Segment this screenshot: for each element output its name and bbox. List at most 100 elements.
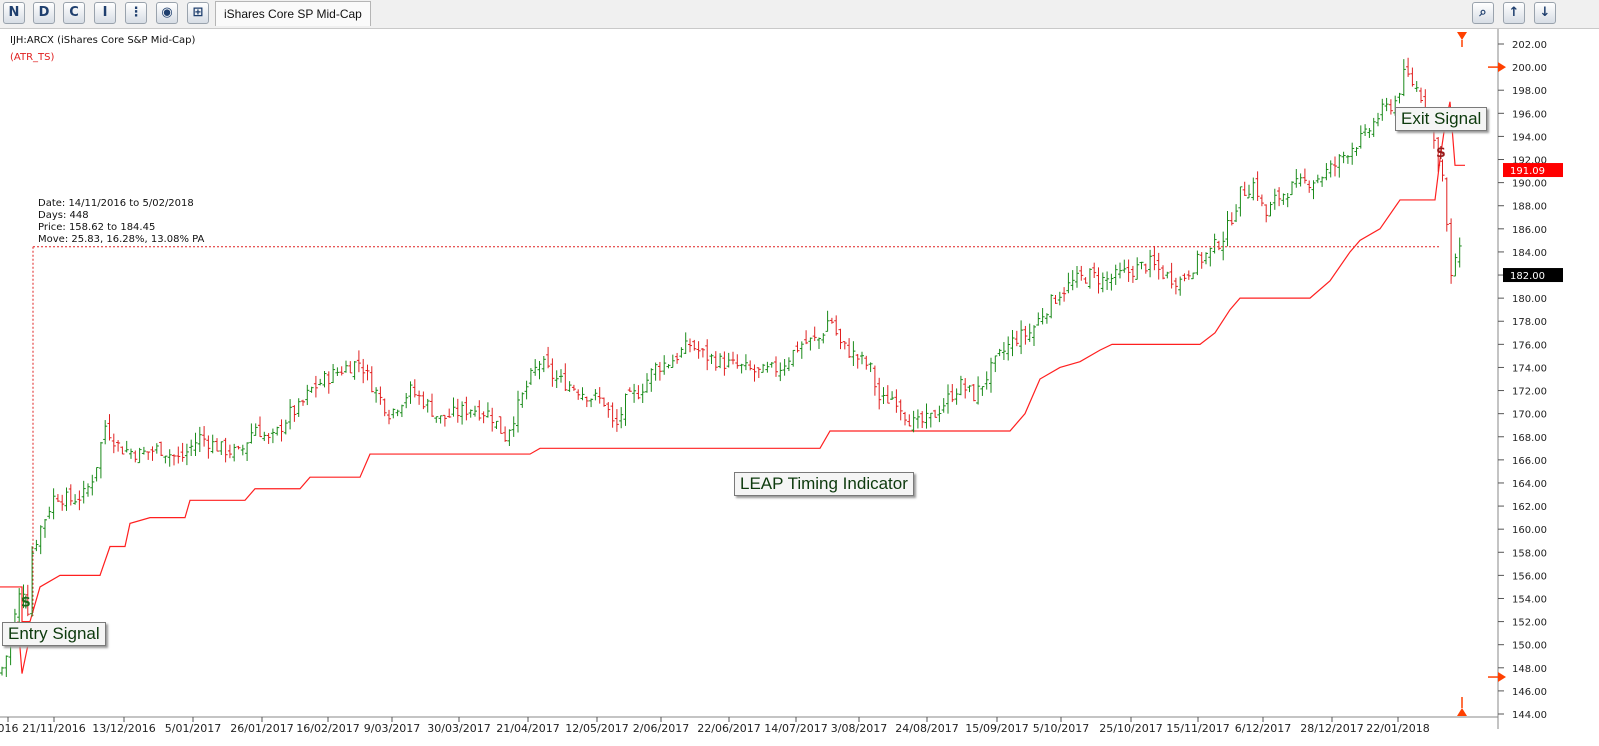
- price-bar: [915, 409, 920, 429]
- price-bar: [597, 387, 602, 404]
- price-bar: [559, 369, 563, 383]
- scroll-down-button[interactable]: ↓: [1534, 2, 1556, 24]
- price-bar: [1255, 171, 1260, 201]
- price-bar: [111, 433, 116, 454]
- x-tick-label: 25/10/2017: [1099, 722, 1162, 735]
- price-bar: [705, 339, 710, 371]
- price-bar: [636, 385, 641, 400]
- y-axis: 144.00 146.00 148.00 150.00 152.00 154.00 156.…: [1497, 29, 1563, 729]
- price-bar: [464, 396, 469, 421]
- entry-signal-label: Entry Signal: [2, 622, 106, 646]
- data-button[interactable]: D: [33, 2, 55, 24]
- price-bar: [851, 341, 856, 367]
- price-bar: [47, 506, 52, 519]
- price-bar: [993, 355, 998, 373]
- price-bar: [391, 408, 396, 419]
- price-bar: [1156, 252, 1161, 280]
- price-bar: [81, 480, 86, 504]
- price-bar: [1212, 233, 1217, 254]
- price-bar: [606, 402, 611, 418]
- chart-tab[interactable]: iShares Core SP Mid-Cap: [215, 1, 371, 26]
- price-bar: [885, 385, 890, 404]
- price-bar: [752, 364, 757, 382]
- price-bar: [550, 358, 555, 387]
- price-bar: [344, 360, 348, 373]
- price-bar: [640, 383, 645, 403]
- price-bar: [1027, 323, 1032, 342]
- price-bar: [219, 441, 224, 455]
- price-bar: [1401, 59, 1406, 97]
- new-chart-button[interactable]: N: [3, 2, 25, 24]
- price-bar: [1044, 313, 1049, 324]
- price-bar: [103, 420, 108, 445]
- y-tick-label: 148.00: [1512, 664, 1547, 675]
- scan-button[interactable]: ⋮: [125, 2, 147, 24]
- price-bar: [1277, 187, 1282, 207]
- zoom-button[interactable]: ⌕: [1472, 2, 1494, 24]
- price-bar: [511, 416, 516, 437]
- top-range-marker: [1457, 32, 1467, 40]
- x-tick-label: 5/01/2017: [165, 722, 221, 735]
- price-bar: [967, 385, 972, 393]
- price-bar: [1440, 159, 1445, 182]
- price-bar: [928, 412, 933, 428]
- price-bar: [722, 351, 727, 376]
- price-bar: [1311, 180, 1316, 200]
- price-bar: [894, 389, 899, 413]
- price-bar: [997, 348, 1002, 357]
- measure-date: Date: 14/11/2016 to 5/02/2018: [38, 198, 194, 209]
- y-tick-label: 198.00: [1512, 86, 1547, 97]
- layout-button[interactable]: ⊞: [187, 2, 209, 24]
- price-bar: [971, 383, 976, 402]
- price-bar: [1178, 276, 1183, 296]
- price-bar: [520, 392, 525, 408]
- price-bar: [1070, 270, 1075, 291]
- price-bar: [589, 398, 594, 408]
- measure-move: Move: 25.83, 16.28%, 13.08% PA: [38, 234, 205, 245]
- y-tick-label: 168.00: [1512, 433, 1547, 444]
- price-bar: [1204, 252, 1208, 265]
- price-bar: [761, 363, 766, 373]
- indicator-button[interactable]: I: [94, 2, 116, 24]
- y-tick-label: 174.00: [1512, 363, 1547, 374]
- y-tick-label: 180.00: [1512, 294, 1547, 305]
- price-bar: [1234, 204, 1239, 223]
- price-bar: [799, 341, 804, 359]
- price-bar: [1113, 264, 1118, 285]
- price-bar: [1122, 259, 1127, 273]
- price-chart[interactable]: $$ 144.00146.00148.00150.00152.00154.001…: [0, 29, 1599, 746]
- price-bar: [1367, 127, 1372, 138]
- price-bar: [786, 357, 791, 372]
- price-bar: [946, 384, 950, 414]
- x-tick-label: 16/02/2017: [296, 722, 359, 735]
- price-bar: [795, 341, 800, 353]
- price-bar: [455, 398, 460, 423]
- y-tick-label: 158.00: [1512, 548, 1547, 559]
- price-bar: [98, 441, 103, 479]
- globe-button[interactable]: ◉: [156, 2, 178, 24]
- y-tick-label: 172.00: [1512, 387, 1547, 398]
- price-bar: [485, 402, 490, 418]
- price-bar: [1075, 266, 1079, 288]
- price-bar: [748, 360, 753, 371]
- price-bar: [1096, 267, 1101, 294]
- price-bar: [301, 399, 305, 406]
- price-bar: [718, 353, 723, 369]
- scroll-up-button[interactable]: ↑: [1503, 2, 1525, 24]
- price-bar: [954, 388, 959, 405]
- price-bar: [1143, 263, 1148, 274]
- price-bar: [1014, 330, 1019, 347]
- price-bar: [1040, 308, 1045, 325]
- exit-marker: $: [1436, 145, 1446, 161]
- x-axis: 016 21/11/2016 13/12/2016 5/01/2017 26/01/20…: [0, 716, 1498, 735]
- compare-button[interactable]: C: [63, 2, 85, 24]
- price-bar: [1010, 329, 1015, 357]
- price-bar: [735, 354, 740, 369]
- price-bar: [51, 488, 56, 520]
- price-bar: [223, 437, 228, 463]
- price-bar: [937, 405, 942, 423]
- y-tick-label: 184.00: [1512, 248, 1547, 259]
- price-bar: [197, 426, 202, 452]
- price-bar: [34, 539, 39, 552]
- price-bar: [696, 341, 701, 359]
